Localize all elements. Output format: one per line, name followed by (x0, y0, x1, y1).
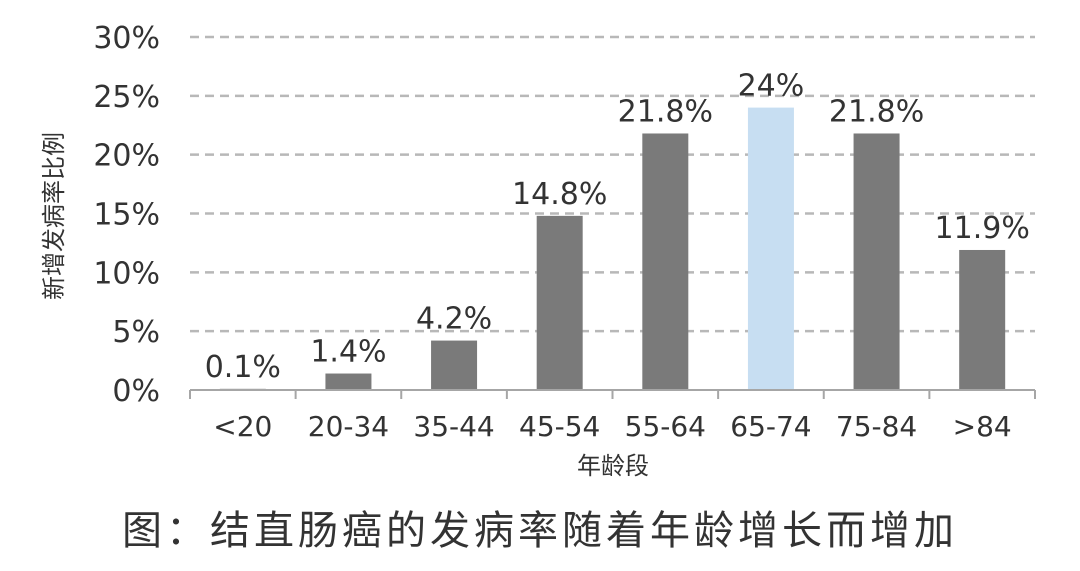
figure-caption: 图：结直肠癌的发病率随着年龄增长而增加 (122, 508, 958, 554)
data-label: 4.2% (416, 302, 492, 337)
x-axis-label: 年龄段 (577, 452, 649, 480)
bar (325, 373, 372, 390)
x-tick-label: 35-44 (413, 410, 494, 443)
bar (536, 215, 583, 390)
bars (219, 107, 1006, 390)
x-tick-label: 20-34 (308, 410, 389, 443)
y-tick-label: 30% (93, 21, 160, 56)
data-label: 11.9% (935, 211, 1030, 246)
x-tick-label: 45-54 (519, 410, 600, 443)
y-tick-labels: 0% 5% 10% 15% 20% 25% 30% (93, 21, 160, 409)
data-label: 21.8% (829, 94, 924, 129)
data-label: 24% (738, 69, 805, 104)
x-tick-label: 75-84 (836, 410, 917, 443)
data-labels: 0.1% 1.4% 4.2% 14.8% 21.8% 24% 21.8% 11.9% (205, 69, 1030, 385)
bar (431, 340, 478, 390)
x-tick-label: 65-74 (730, 410, 811, 443)
bar (747, 107, 794, 390)
y-axis-label: 新增发病率比例 (40, 132, 68, 300)
bar (959, 249, 1006, 390)
x-tick-labels: <20 20-34 35-44 45-54 55-64 65-74 75-84 >84 (213, 410, 1011, 443)
data-label: 21.8% (618, 94, 713, 129)
bar (642, 133, 689, 390)
y-tick-label: 10% (93, 256, 160, 291)
x-axis (189, 389, 1036, 399)
data-label: 14.8% (512, 177, 607, 212)
data-label: 1.4% (310, 335, 386, 370)
gridlines (190, 35, 1035, 333)
y-tick-label: 5% (112, 315, 160, 350)
bar-chart: 0% 5% 10% 15% 20% 25% 30% <20 20-34 35-44 45-54 55… (40, 21, 1036, 480)
x-tick-label: 55-64 (625, 410, 706, 443)
y-tick-label: 0% (112, 374, 160, 409)
bar (853, 133, 900, 390)
y-tick-label: 15% (93, 198, 160, 233)
y-tick-label: 25% (93, 80, 160, 115)
x-tick-label: <20 (213, 410, 272, 443)
x-tick-label: >84 (953, 410, 1012, 443)
data-label: 0.1% (205, 350, 281, 385)
y-tick-label: 20% (93, 139, 160, 174)
